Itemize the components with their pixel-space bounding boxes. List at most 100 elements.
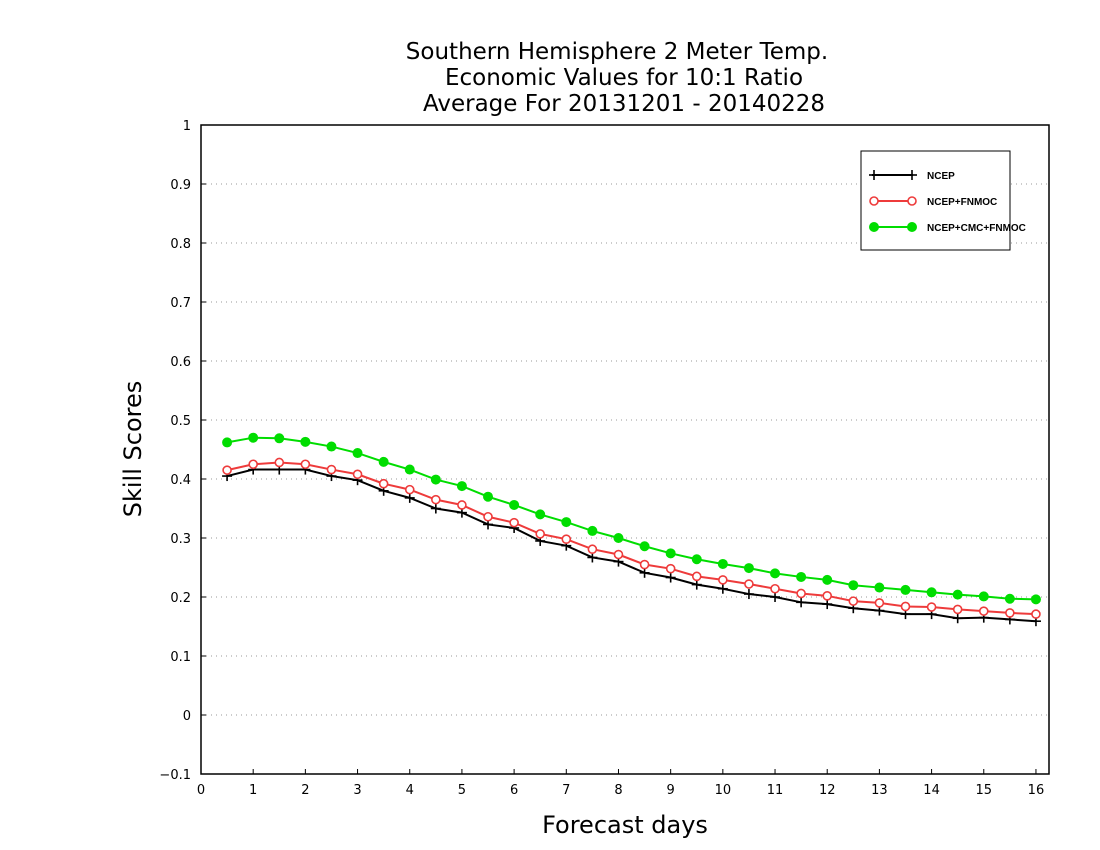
data-point — [952, 613, 963, 624]
data-point — [770, 583, 780, 594]
data-point — [900, 601, 911, 612]
data-point — [796, 588, 806, 599]
series-1 — [222, 457, 1041, 619]
x-tick-label: 15 — [975, 783, 992, 798]
x-tick-label: 3 — [353, 783, 361, 798]
data-point — [639, 559, 650, 570]
data-point — [274, 433, 285, 444]
y-tick-label: −0.1 — [159, 768, 191, 783]
data-point — [300, 459, 311, 470]
data-point — [1004, 593, 1015, 604]
data-point — [1030, 594, 1041, 605]
data-point — [848, 580, 859, 591]
data-point — [770, 592, 781, 602]
data-point — [744, 579, 754, 589]
series-line — [226, 436, 1036, 601]
data-point — [222, 437, 233, 448]
data-point — [430, 503, 441, 514]
data-point — [483, 491, 494, 502]
x-tick-label: 7 — [562, 783, 570, 798]
data-point — [822, 574, 833, 585]
y-axis-label: Skill Scores — [119, 381, 147, 518]
x-tick-label: 11 — [767, 783, 784, 798]
data-point — [300, 436, 311, 447]
series-layer — [222, 432, 1041, 627]
y-tick-label: 0.7 — [170, 296, 191, 311]
title-line-3: Average For 20131201 - 20140228 — [423, 91, 825, 117]
data-point — [978, 591, 989, 602]
plot-frame — [200, 124, 1050, 775]
data-point — [535, 529, 546, 539]
x-tick-label: 12 — [819, 783, 836, 798]
legend: NCEP NCEP+FNMOC NCEP+CMC+FNMOC — [860, 150, 1026, 251]
series-2 — [222, 432, 1041, 605]
data-point — [717, 583, 728, 594]
y-tick-label: 1 — [183, 119, 191, 134]
series-line — [226, 468, 1037, 623]
y-tick-label: 0.4 — [170, 473, 191, 488]
data-point — [743, 563, 754, 574]
data-point — [378, 478, 389, 489]
x-tick-label: 1 — [249, 783, 257, 798]
data-point — [483, 511, 493, 522]
data-point — [509, 499, 520, 510]
data-point — [274, 457, 285, 468]
y-tick-label: 0.1 — [170, 650, 191, 665]
data-point — [952, 589, 963, 600]
data-point — [1005, 608, 1015, 618]
legend-item: NCEP — [869, 170, 955, 182]
data-point — [770, 568, 781, 579]
data-point — [248, 459, 258, 470]
data-point — [352, 448, 363, 459]
data-point — [743, 589, 754, 600]
data-point — [456, 481, 467, 492]
data-point — [535, 509, 546, 520]
data-point — [1031, 609, 1041, 619]
data-point — [952, 604, 963, 615]
x-axis: 0 1 2 3 4 5 6 7 8 9 10 11 12 13 14 15 16 — [197, 769, 1044, 798]
data-point — [509, 517, 519, 528]
data-point — [822, 591, 833, 601]
data-point — [561, 517, 572, 528]
series-0 — [222, 464, 1041, 627]
data-point — [978, 606, 989, 616]
legend-marker-start — [869, 196, 879, 206]
y-tick-label: 0.6 — [170, 355, 191, 370]
data-point — [926, 602, 937, 612]
data-point — [691, 579, 702, 590]
data-point — [561, 534, 572, 544]
data-point — [665, 572, 676, 583]
x-axis-label: Forecast days — [542, 811, 708, 839]
data-point — [431, 494, 441, 505]
data-point — [404, 464, 415, 475]
data-point — [587, 525, 598, 536]
data-point — [822, 599, 833, 610]
title-line-2: Economic Values for 10:1 Ratio — [445, 65, 803, 91]
y-tick-label: 0 — [183, 709, 191, 724]
legend-item: NCEP+FNMOC — [869, 196, 997, 208]
data-point — [796, 571, 807, 582]
y-tick-label: 0.8 — [170, 237, 191, 252]
data-point — [404, 484, 415, 495]
data-point — [718, 575, 728, 585]
y-axis: −0.1 0 0.1 0.2 0.3 0.4 0.5 0.6 0.7 0.8 0.9 1 — [159, 119, 206, 783]
data-point — [587, 544, 598, 555]
data-point — [691, 571, 702, 582]
data-point — [248, 432, 259, 443]
x-tick-label: 2 — [301, 783, 309, 798]
legend-label: NCEP+FNMOC — [927, 197, 997, 208]
data-point — [222, 465, 232, 475]
legend-marker-start — [869, 222, 879, 232]
data-point — [665, 548, 676, 559]
x-tick-label: 8 — [614, 783, 622, 798]
legend-label: NCEP — [927, 171, 955, 182]
x-tick-label: 14 — [923, 783, 940, 798]
data-point — [352, 469, 363, 480]
legend-marker-start — [869, 170, 879, 180]
y-tick-label: 0.9 — [170, 178, 191, 193]
data-point — [900, 584, 911, 595]
x-tick-label: 0 — [197, 783, 205, 798]
x-tick-label: 4 — [406, 783, 414, 798]
chart-title: Southern Hemisphere 2 Meter Temp. Econom… — [406, 39, 828, 117]
